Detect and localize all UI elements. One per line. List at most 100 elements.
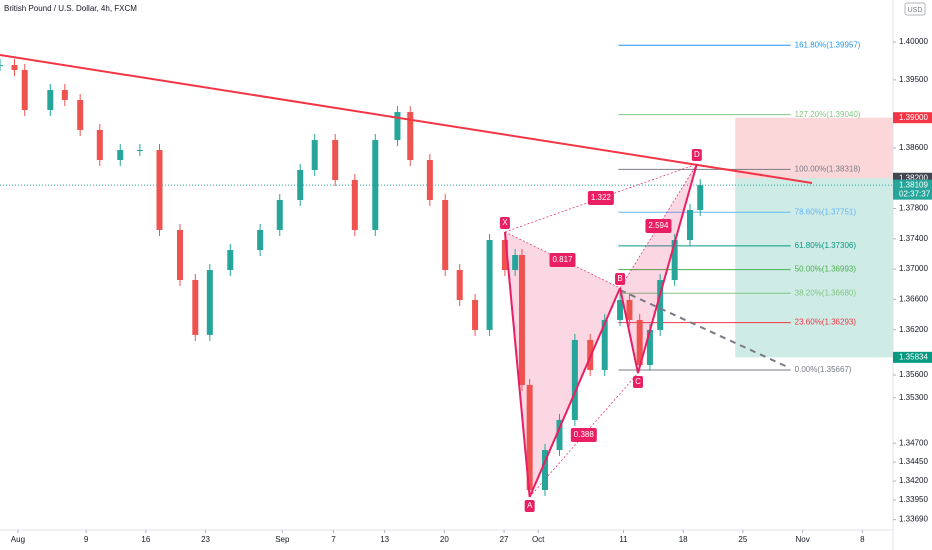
- y-tick-label: 1.40000: [899, 37, 928, 46]
- candle: [351, 179, 358, 230]
- ratio-label: 1.322: [591, 193, 612, 202]
- plot-area: 161.80%(1.39957) 127.20%(1.39040) 100.00%(…: [0, 40, 893, 512]
- y-tick-label: 1.33950: [899, 495, 928, 504]
- candle: [617, 299, 624, 320]
- candle: [47, 89, 54, 110]
- y-tick-label: 1.36600: [899, 294, 928, 303]
- price-tag: [893, 179, 932, 200]
- fib-label: 161.80%(1.39957): [795, 40, 861, 49]
- candle: [472, 299, 479, 330]
- pattern-leg: [637, 163, 698, 374]
- point-label: X: [502, 218, 508, 227]
- pattern-leg: [528, 287, 621, 498]
- y-tick-label: 1.39500: [899, 75, 928, 84]
- candle: [636, 319, 643, 365]
- x-tick-label: Nov: [795, 535, 809, 544]
- candle: [61, 89, 68, 100]
- price-tag-label: 1.39000: [899, 113, 928, 122]
- currency-box[interactable]: [904, 2, 926, 16]
- candle: [601, 319, 608, 370]
- candle: [518, 255, 525, 385]
- x-tick-label: 8: [860, 535, 865, 544]
- target-zone: [735, 178, 893, 358]
- x-tick-label: 20: [440, 535, 449, 544]
- candle: [687, 209, 694, 241]
- candle: [394, 112, 401, 141]
- ratio-box: [587, 191, 614, 206]
- point-box: [691, 149, 702, 162]
- candle: [0, 65, 3, 67]
- candle: [297, 170, 304, 200]
- candle: [486, 240, 493, 330]
- ratio-line: [529, 372, 639, 498]
- candle: [407, 112, 414, 161]
- point-box: [499, 216, 510, 229]
- candle: [332, 140, 339, 180]
- y-tick-label: 1.36200: [899, 325, 928, 334]
- fib-label: 50.00%(1.36993): [795, 265, 857, 274]
- x-tick-label: 7: [331, 535, 336, 544]
- fib-label: 0.00%(1.35667): [795, 365, 852, 374]
- point-box: [524, 499, 535, 512]
- x-tick-label: 11: [619, 535, 628, 544]
- candle: [657, 279, 664, 330]
- candle: [276, 199, 283, 230]
- candle: [512, 255, 519, 270]
- x-tick-label: 18: [679, 535, 688, 544]
- price-tag-label: 1.38109: [899, 180, 928, 189]
- candle: [156, 150, 163, 230]
- candle: [257, 229, 264, 251]
- candle: [227, 250, 234, 270]
- countdown: 02:37:37: [899, 189, 931, 198]
- candle: [176, 229, 183, 280]
- candle: [542, 449, 549, 490]
- candle: [136, 150, 143, 152]
- price-tag: [893, 351, 932, 363]
- y-tick-label: 1.37000: [899, 264, 928, 273]
- y-tick-label: 1.35600: [899, 370, 928, 379]
- candle: [206, 269, 213, 335]
- y-tick-label: 1.33690: [899, 515, 928, 524]
- ratio-label: 2.594: [648, 221, 669, 230]
- ratio-label: 0.817: [552, 255, 573, 264]
- price-tag: [893, 172, 932, 184]
- y-tick-label: 1.37800: [899, 204, 928, 213]
- candle: [501, 240, 508, 270]
- fib-label: 100.00%(1.38318): [795, 164, 861, 173]
- x-tick-label: 13: [380, 535, 389, 544]
- price-tag-label: 1.35834: [899, 352, 928, 361]
- point-label: D: [694, 150, 700, 159]
- x-tick-label: 16: [141, 535, 150, 544]
- candle: [117, 150, 124, 161]
- fib-label: 23.60%(1.36293): [795, 318, 857, 327]
- x-tick-label: 27: [500, 535, 509, 544]
- candle: [96, 129, 103, 161]
- ratio-box: [570, 428, 597, 443]
- candle: [626, 299, 633, 320]
- candle: [671, 240, 678, 280]
- dashed-line: [619, 289, 791, 369]
- candle: [77, 99, 84, 130]
- stop-zone: [735, 117, 893, 179]
- point-label: C: [635, 377, 641, 386]
- point-box: [632, 376, 643, 389]
- y-tick-label: 1.34450: [899, 457, 928, 466]
- candle: [11, 65, 18, 71]
- fib-label: 38.20%(1.36680): [795, 288, 857, 297]
- pattern-xab: [504, 231, 621, 497]
- x-tick-label: Oct: [532, 535, 545, 544]
- y-tick-label: 1.38600: [899, 143, 928, 152]
- chart-title: British Pound / U.S. Dollar, 4h, FXCM: [4, 4, 137, 13]
- currency[interactable]: USD: [908, 7, 923, 14]
- y-tick-label: 1.37400: [899, 234, 928, 243]
- y-tick-label: 1.35300: [899, 393, 928, 402]
- x-tick-label: 23: [201, 535, 210, 544]
- y-tick-label: 1.34200: [899, 476, 928, 485]
- ratio-box: [645, 219, 672, 234]
- candle: [372, 140, 379, 230]
- point-label: A: [527, 501, 533, 510]
- ratio-box: [549, 253, 576, 268]
- candle: [646, 329, 653, 365]
